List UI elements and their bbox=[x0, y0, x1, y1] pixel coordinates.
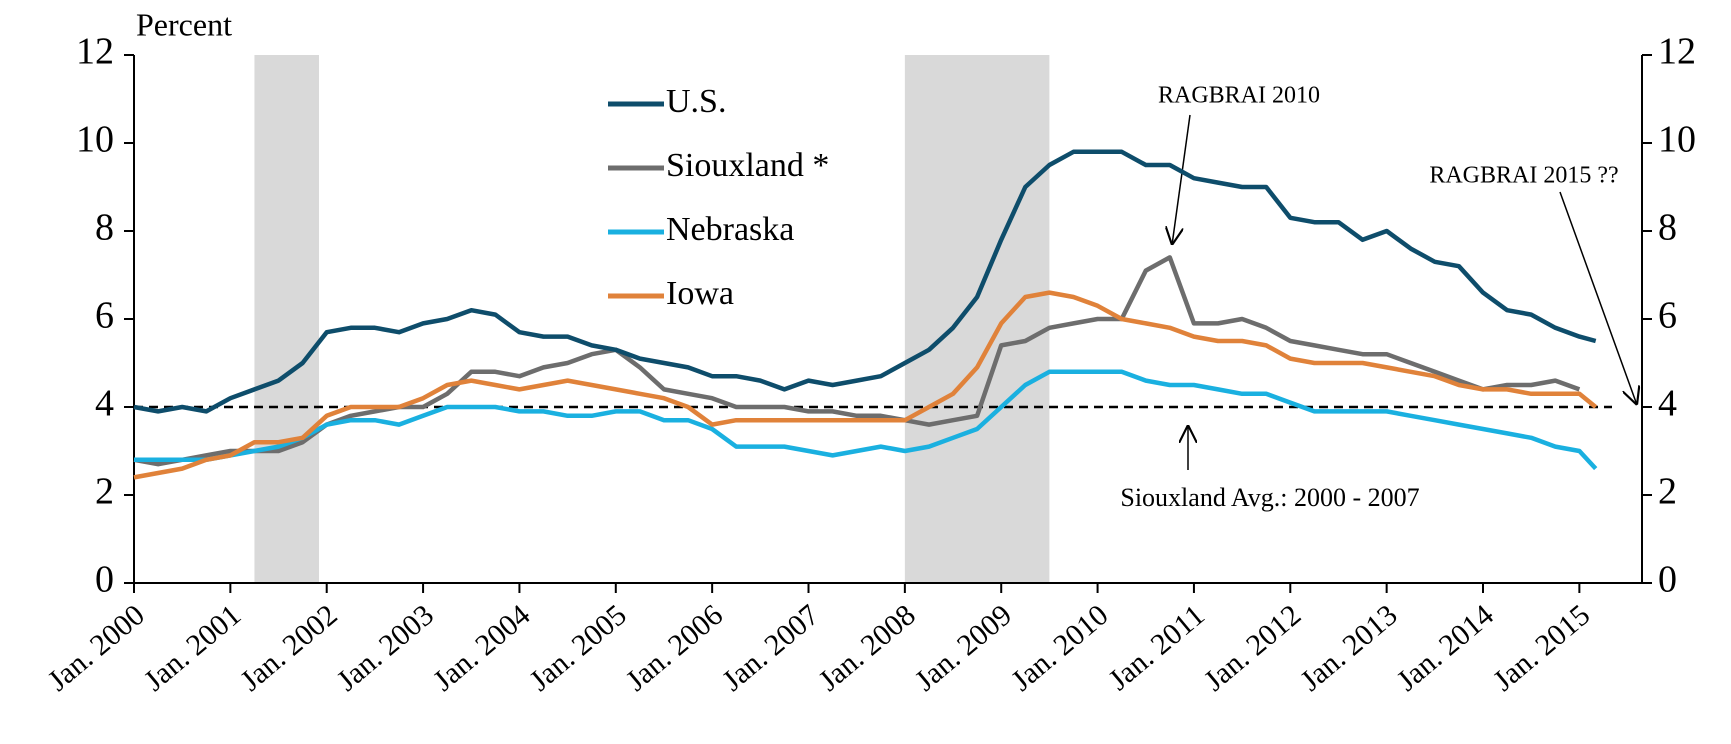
y2-tick-label: 12 bbox=[1658, 31, 1696, 73]
x-tick-label: Jan. 2002 bbox=[234, 598, 343, 697]
y2-tick-label: 6 bbox=[1658, 295, 1677, 337]
series-line bbox=[134, 369, 1598, 471]
x-tick-label: Jan. 2007 bbox=[716, 598, 825, 697]
y2-tick-label: 2 bbox=[1658, 471, 1677, 513]
x-tick-label: Jan. 2005 bbox=[523, 598, 632, 697]
x-tick-label: Jan. 2012 bbox=[1198, 598, 1307, 697]
y-tick-label: 6 bbox=[95, 295, 114, 337]
x-tick-label: Jan. 2009 bbox=[909, 598, 1018, 697]
annotation-arrow bbox=[1559, 191, 1637, 405]
legend-label: Siouxland * bbox=[666, 147, 829, 184]
chart-title: Percent bbox=[136, 6, 232, 42]
y-tick-label: 10 bbox=[76, 119, 114, 161]
x-tick-label: Jan. 2001 bbox=[138, 598, 247, 697]
y-tick-label: 0 bbox=[95, 559, 114, 601]
annotation: RAGBRAI 2010 bbox=[1158, 83, 1320, 109]
annotation: RAGBRAI 2015 ?? bbox=[1429, 163, 1618, 189]
legend-label: U.S. bbox=[666, 83, 726, 120]
x-tick-label: Jan. 2003 bbox=[331, 598, 440, 697]
recession-band bbox=[254, 55, 320, 583]
legend-label: Iowa bbox=[666, 275, 734, 312]
x-tick-label: Jan. 2015 bbox=[1487, 598, 1596, 697]
x-tick-label: Jan. 2006 bbox=[620, 598, 729, 697]
x-tick-label: Jan. 2008 bbox=[812, 598, 921, 697]
x-tick-label: Jan. 2011 bbox=[1102, 598, 1210, 696]
x-tick-label: Jan. 2004 bbox=[427, 598, 536, 697]
series-line bbox=[133, 255, 1581, 467]
y2-tick-label: 8 bbox=[1658, 207, 1677, 249]
y2-tick-label: 10 bbox=[1658, 119, 1696, 161]
y-tick-label: 8 bbox=[95, 207, 114, 249]
y2-tick-label: 4 bbox=[1658, 383, 1677, 425]
y-tick-label: 2 bbox=[95, 471, 114, 513]
x-tick-label: Jan. 2010 bbox=[1005, 598, 1114, 697]
annotation-arrow bbox=[1172, 114, 1191, 245]
reference-label: Siouxland Avg.: 2000 - 2007 bbox=[1120, 483, 1419, 512]
y-tick-label: 4 bbox=[95, 383, 114, 425]
recession-band bbox=[904, 55, 1050, 583]
series-line bbox=[133, 149, 1597, 414]
y2-tick-label: 0 bbox=[1658, 559, 1677, 601]
series-line bbox=[133, 290, 1598, 480]
x-tick-label: Jan. 2000 bbox=[42, 598, 151, 697]
y-tick-label: 12 bbox=[76, 31, 114, 73]
legend-label: Nebraska bbox=[666, 211, 794, 248]
x-tick-label: Jan. 2014 bbox=[1391, 598, 1500, 697]
x-tick-label: Jan. 2013 bbox=[1294, 598, 1403, 697]
